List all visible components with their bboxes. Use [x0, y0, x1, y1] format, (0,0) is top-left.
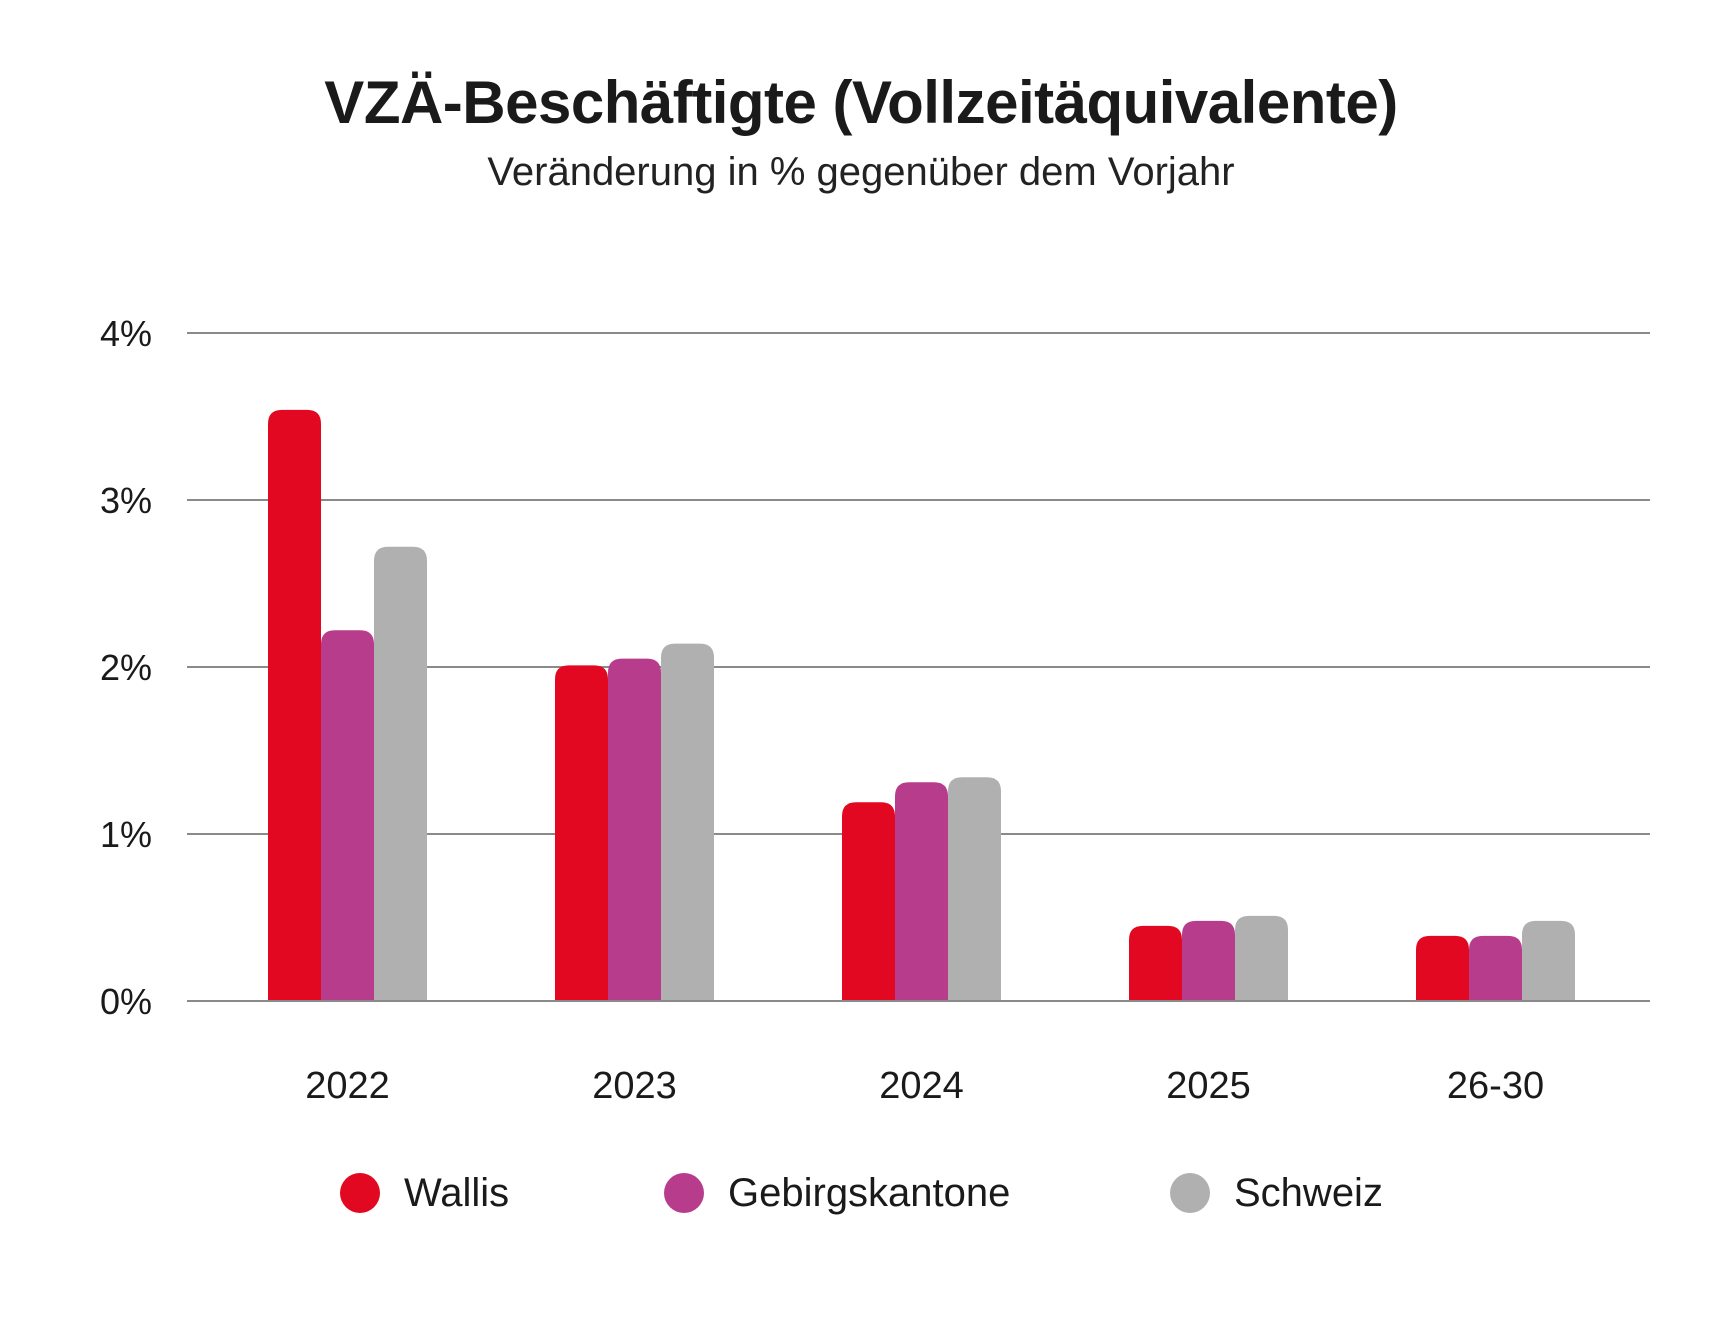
y-tick-label: 2%: [100, 647, 152, 688]
x-tick-label: 2022: [305, 1065, 390, 1107]
y-tick-label: 4%: [100, 313, 152, 354]
bar-schweiz-2022: [374, 546, 427, 1001]
x-tick-label: 2025: [1166, 1065, 1251, 1107]
legend-swatch-wallis: [340, 1173, 380, 1213]
bar-wallis-2023: [555, 665, 608, 1001]
chart-title: VZÄ-Beschäftigte (Vollzeitäquivalente): [324, 69, 1398, 136]
bar-schweiz-26-30: [1522, 920, 1575, 1001]
legend-label-gebirgskantone: Gebirgskantone: [728, 1170, 1011, 1215]
bar-schweiz-2023: [661, 643, 714, 1001]
bars: [187, 409, 1650, 1002]
chart-subtitle: Veränderung in % gegenüber dem Vorjahr: [487, 150, 1235, 194]
legend-item-wallis: Wallis: [340, 1163, 509, 1223]
x-axis-ticks: 2022 2023 2024 2025 26-30: [305, 1065, 1544, 1107]
bar-gebirgskantone-2023: [608, 658, 661, 1001]
y-tick-label: 0%: [100, 981, 152, 1022]
legend-swatch-schweiz: [1170, 1173, 1210, 1213]
bar-wallis-2024: [842, 802, 895, 1001]
y-tick-label: 1%: [100, 814, 152, 855]
bar-gebirgskantone-26-30: [1469, 935, 1522, 1001]
legend-label-schweiz: Schweiz: [1234, 1170, 1383, 1215]
bar-wallis-2025: [1129, 925, 1182, 1001]
bar-gebirgskantone-2022: [321, 630, 374, 1001]
legend-label-wallis: Wallis: [404, 1170, 510, 1215]
x-tick-label: 26-30: [1447, 1065, 1544, 1107]
bar-schweiz-2024: [948, 777, 1001, 1001]
x-tick-label: 2023: [592, 1065, 677, 1107]
legend-item-schweiz: Schweiz: [1170, 1163, 1383, 1223]
y-tick-label: 3%: [100, 480, 152, 521]
bar-gebirgskantone-2025: [1182, 920, 1235, 1001]
y-axis-ticks: 0% 1% 2% 3% 4%: [100, 313, 152, 1022]
bar-wallis-2022: [268, 409, 321, 1001]
bar-schweiz-2025: [1235, 915, 1288, 1001]
legend-swatch-gebirgskantone: [664, 1173, 704, 1213]
x-tick-label: 2024: [879, 1065, 964, 1107]
bar-gebirgskantone-2024: [895, 782, 948, 1001]
legend-item-gebirgskantone: Gebirgskantone: [664, 1163, 1010, 1223]
legend: Wallis Gebirgskantone Schweiz: [0, 1163, 1722, 1223]
bar-wallis-26-30: [1416, 935, 1469, 1001]
